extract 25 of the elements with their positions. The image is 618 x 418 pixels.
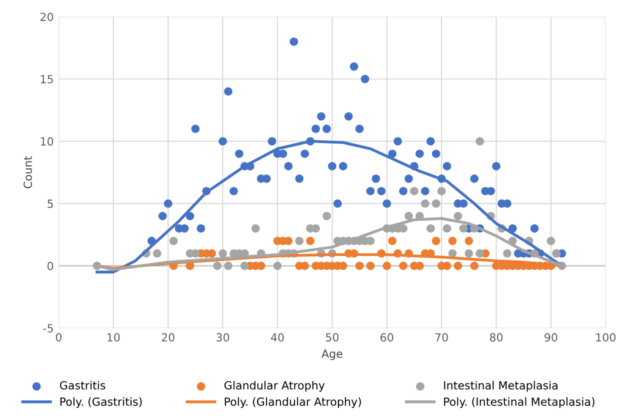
legend-label: Glandular Atrophy — [224, 380, 325, 392]
legend-label: Poly. (Glandular Atrophy) — [224, 397, 361, 408]
x-tick-label: 40 — [270, 333, 284, 342]
x-tick-label: 60 — [380, 333, 394, 342]
legend-label: Poly. (Gastritis) — [60, 397, 142, 408]
x-tick-label: 80 — [490, 333, 503, 342]
x-tick-label: 70 — [435, 333, 448, 342]
x-tick-label: 90 — [544, 333, 558, 342]
x-axis-title: Age — [322, 350, 342, 360]
legend-label: Poly. (Intestinal Metaplasia) — [444, 397, 594, 408]
y-tick-label: 0 — [48, 262, 54, 270]
y-tick-label: 20 — [40, 12, 54, 22]
y-tick-label: 5 — [48, 200, 53, 208]
x-tick-label: 50 — [326, 333, 339, 342]
x-tick-label: 20 — [162, 333, 174, 342]
x-tick-label: 30 — [216, 333, 230, 342]
y-tick-label: -5 — [43, 324, 53, 333]
legend-label: Gastritis — [60, 380, 106, 390]
y-tick-label: 15 — [40, 75, 53, 84]
legend-label: Intestinal Metaplasia — [444, 380, 558, 392]
y-axis-title: Count — [24, 156, 32, 188]
x-tick-label: 100 — [596, 333, 616, 342]
y-tick-label: 10 — [40, 137, 54, 146]
x-tick-label: 10 — [108, 333, 120, 342]
x-tick-label: 0 — [56, 333, 62, 342]
